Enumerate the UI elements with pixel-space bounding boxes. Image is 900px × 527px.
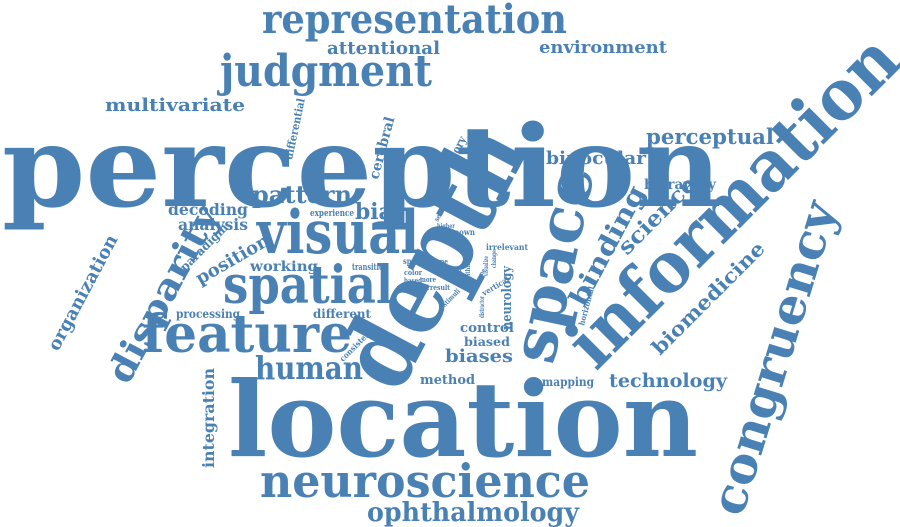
word-title: title <box>415 252 424 264</box>
word-integration: integration <box>199 368 218 468</box>
word-pattern: pattern <box>252 180 352 209</box>
word-experience: experience <box>310 209 354 219</box>
word-hierarchy: hierarchy <box>644 177 717 193</box>
word-result: result <box>430 283 451 292</box>
word-transition: transition <box>352 263 388 273</box>
word-visit: visit <box>447 267 462 274</box>
word-multivariate: multivariate <box>105 95 245 116</box>
word-attentional: attentional <box>327 38 440 59</box>
word-role: role <box>437 271 447 278</box>
word-binocular: binocular <box>546 148 647 169</box>
word-method: method <box>420 373 475 388</box>
word-change: change <box>491 250 498 268</box>
word-representation: representation <box>262 0 567 43</box>
word-within: within <box>465 261 472 280</box>
word-type: type <box>434 257 448 266</box>
word-organization: organization <box>44 231 123 354</box>
word-perceptual: perceptual <box>646 124 774 149</box>
word-biased: biased <box>464 335 511 349</box>
word-processing: processing <box>176 307 241 321</box>
word-bias: bias <box>355 199 405 225</box>
word-distractor: distractor <box>479 295 486 318</box>
word-technology: technology <box>609 370 728 392</box>
word-working: working <box>249 259 318 275</box>
word-higher: higher <box>437 223 456 230</box>
word-ophthalmology: ophthalmology <box>367 498 580 527</box>
word-mapping: mapping <box>542 375 595 389</box>
word-environment: environment <box>539 38 667 58</box>
word-perceived: perceived <box>397 283 429 292</box>
word-different: different <box>313 307 371 321</box>
word-biases: biases <box>445 346 513 367</box>
